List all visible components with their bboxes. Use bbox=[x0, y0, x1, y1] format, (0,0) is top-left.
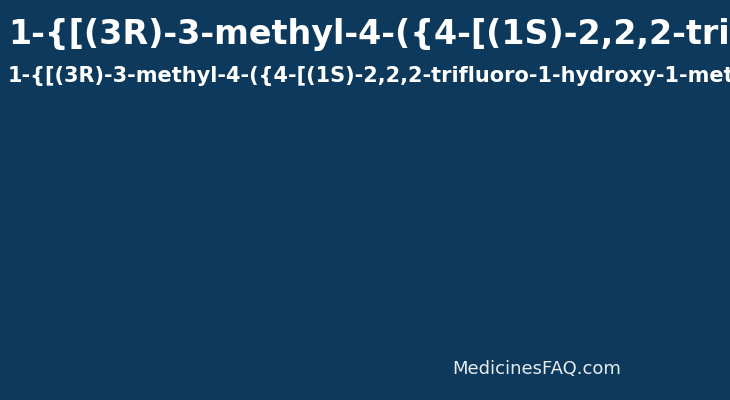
Text: MedicinesFAQ.com: MedicinesFAQ.com bbox=[453, 360, 621, 378]
Text: 1-{[(3R)-3-methyl-4-({4-[(1S)-2,2,2-trifluoro-1-hydroxy-1-methylethyl]phenyl}sul: 1-{[(3R)-3-methyl-4-({4-[(1S)-2,2,2-trif… bbox=[8, 66, 730, 86]
Text: 1-{[(3R)-3-methyl-4-({4-[(1S)-2,2,2-trifluoro-1-hydroxy-1-methylethyl]phenyl}sul: 1-{[(3R)-3-methyl-4-({4-[(1S)-2,2,2-trif… bbox=[8, 18, 730, 51]
